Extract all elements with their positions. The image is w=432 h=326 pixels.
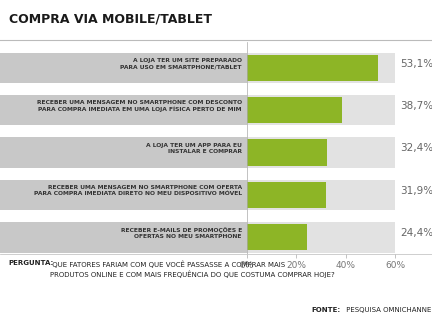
Text: PERGUNTA:: PERGUNTA: bbox=[9, 260, 54, 266]
Bar bbox=[247, 52, 395, 83]
Bar bbox=[247, 224, 307, 250]
Text: RECEBER UMA MENSAGEM NO SMARTPHONE COM OFERTA
PARA COMPRA IMEDIATA DIRETO NO MEU: RECEBER UMA MENSAGEM NO SMARTPHONE COM O… bbox=[34, 185, 242, 196]
Bar bbox=[247, 222, 395, 253]
Text: FONTE:: FONTE: bbox=[311, 307, 340, 313]
Text: 53,1%: 53,1% bbox=[400, 59, 432, 68]
Text: 32,4%: 32,4% bbox=[400, 143, 432, 153]
Text: A LOJA TER UM SITE PREPARADO
PARA USO EM SMARTPHONE/TABLET: A LOJA TER UM SITE PREPARADO PARA USO EM… bbox=[121, 58, 242, 69]
Text: RECEBER E-MAILS DE PROMOÇÕES E
OFERTAS NO MEU SMARTPHONE: RECEBER E-MAILS DE PROMOÇÕES E OFERTAS N… bbox=[121, 227, 242, 239]
Text: COMPRA VIA MOBILE/TABLET: COMPRA VIA MOBILE/TABLET bbox=[9, 13, 212, 25]
Text: A LOJA TER UM APP PARA EU
INSTALAR E COMPRAR: A LOJA TER UM APP PARA EU INSTALAR E COM… bbox=[146, 143, 242, 154]
Bar bbox=[0, 95, 247, 126]
Bar bbox=[247, 55, 378, 81]
Text: 24,4%: 24,4% bbox=[400, 228, 432, 238]
Bar bbox=[247, 180, 395, 210]
Text: PESQUISA OMNICHANNEL E-BIT/BUSCAPÉ: PESQUISA OMNICHANNEL E-BIT/BUSCAPÉ bbox=[344, 306, 432, 314]
Text: RECEBER UMA MENSAGEM NO SMARTPHONE COM DESCONTO
PARA COMPRA IMEDIATA EM UMA LOJA: RECEBER UMA MENSAGEM NO SMARTPHONE COM D… bbox=[37, 99, 242, 112]
Text: QUE FATORES FARIAM COM QUE VOCÊ PASSASSE A COMPRAR MAIS
PRODUTOS ONLINE E COM MA: QUE FATORES FARIAM COM QUE VOCÊ PASSASSE… bbox=[50, 260, 334, 278]
Bar bbox=[0, 52, 247, 83]
Text: 38,7%: 38,7% bbox=[400, 101, 432, 111]
Bar bbox=[247, 97, 343, 123]
Bar bbox=[0, 137, 247, 168]
Text: 31,9%: 31,9% bbox=[400, 186, 432, 196]
Bar bbox=[0, 180, 247, 210]
Bar bbox=[247, 95, 395, 126]
Bar bbox=[247, 182, 326, 208]
Bar bbox=[0, 222, 247, 253]
Bar bbox=[247, 137, 395, 168]
Bar bbox=[247, 140, 327, 166]
